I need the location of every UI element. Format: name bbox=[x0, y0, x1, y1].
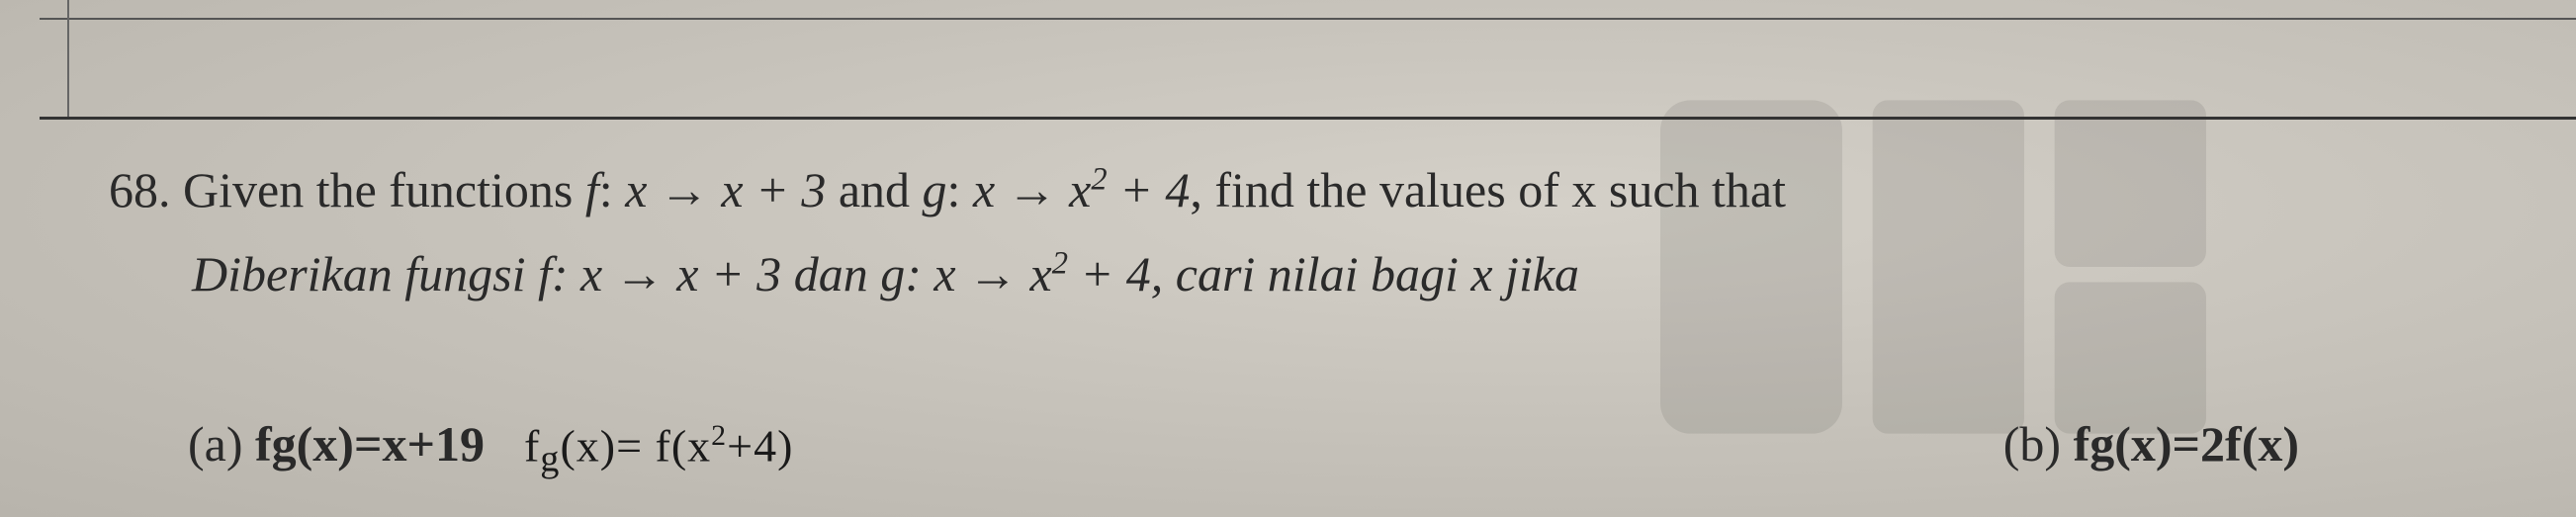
and-word: and bbox=[826, 162, 922, 217]
g-rhs-base-ms: x bbox=[1030, 246, 1052, 302]
colon-2: : bbox=[947, 162, 973, 217]
handwritten-working: fg(x)= f(x2+4) bbox=[524, 419, 793, 481]
arrow-1: → bbox=[647, 162, 721, 217]
colon: : bbox=[599, 162, 625, 217]
f-rhs: x + 3 bbox=[721, 162, 826, 217]
question-malay: Diberikan fungsi f: x → x + 3 dan g: x →… bbox=[109, 232, 2517, 316]
hw-exp: 2 bbox=[711, 419, 727, 452]
top-divider-1 bbox=[40, 18, 2576, 20]
part-a-rhs: x+19 bbox=[382, 416, 485, 472]
part-a-eq: = bbox=[354, 416, 383, 472]
question-number: 68. bbox=[109, 162, 171, 217]
part-a-printed: (a) fg(x)=x+19 bbox=[188, 415, 485, 473]
left-table-rule bbox=[67, 0, 69, 119]
g-rhs-tail-ms: + 4 bbox=[1068, 246, 1151, 302]
part-a: (a) fg(x)=x+19 fg(x)= f(x2+4) bbox=[188, 415, 793, 480]
g-rhs-tail: + 4 bbox=[1108, 162, 1191, 217]
g-symbol: g bbox=[923, 162, 947, 217]
part-a-lhs: fg(x) bbox=[255, 416, 354, 472]
text-suffix-en: , find the values of x such that bbox=[1190, 162, 1786, 217]
f-rhs-ms: x + 3 bbox=[676, 246, 781, 302]
arrow-ms-2: → bbox=[956, 246, 1030, 302]
colon-ms: : bbox=[552, 246, 580, 302]
f-symbol: f bbox=[585, 162, 599, 217]
hw-f: f bbox=[524, 420, 540, 471]
part-b-label: (b) bbox=[2003, 416, 2074, 472]
parts-row: (a) fg(x)=x+19 fg(x)= f(x2+4) (b) fg(x)=… bbox=[188, 415, 2517, 480]
f-arg: x bbox=[625, 162, 647, 217]
part-b-lhs: fg(x) bbox=[2074, 416, 2173, 472]
text-prefix-ms: Diberikan fungsi bbox=[192, 246, 538, 302]
g-rhs-exp-ms: 2 bbox=[1052, 245, 1068, 281]
part-b-rhs: 2f(x) bbox=[2200, 416, 2299, 472]
part-b-eq: = bbox=[2173, 416, 2201, 472]
g-arg-ms: x bbox=[933, 246, 955, 302]
arrow-2: → bbox=[995, 162, 1069, 217]
g-rhs-base: x bbox=[1069, 162, 1091, 217]
g-symbol-ms: g bbox=[880, 246, 905, 302]
text-suffix-ms: , cari nilai bagi x jika bbox=[1151, 246, 1579, 302]
part-a-label: (a) bbox=[188, 416, 255, 472]
top-divider-2 bbox=[40, 117, 2576, 120]
text-prefix-en: Given the functions bbox=[183, 162, 585, 217]
hw-tail: +4) bbox=[727, 420, 793, 471]
question-english: Given the functions f: x → x + 3 and g: … bbox=[183, 162, 1786, 217]
arrow-ms-1: → bbox=[602, 246, 676, 302]
g-rhs-exp: 2 bbox=[1091, 161, 1107, 197]
hw-sub: g bbox=[540, 438, 560, 479]
dan-word: dan bbox=[781, 246, 880, 302]
f-arg-ms: x bbox=[580, 246, 602, 302]
colon-ms-2: : bbox=[905, 246, 933, 302]
hw-mid: (x)= f(x bbox=[560, 420, 711, 471]
f-symbol-ms: f bbox=[538, 246, 552, 302]
question-block: 68. Given the functions f: x → x + 3 and… bbox=[109, 148, 2517, 316]
g-arg: x bbox=[973, 162, 995, 217]
part-b: (b) fg(x)=2f(x) bbox=[2003, 415, 2299, 480]
